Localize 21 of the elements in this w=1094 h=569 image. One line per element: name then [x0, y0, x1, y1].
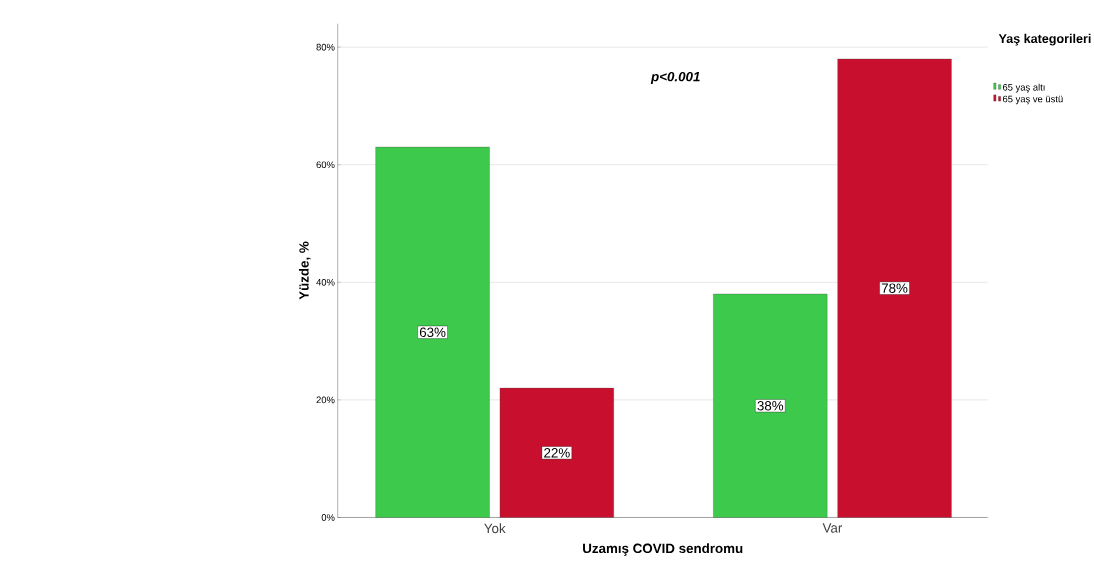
legend-label: 65 yaş altı: [1002, 83, 1045, 93]
legend-label: 65 yaş ve üstü: [1002, 95, 1063, 105]
y-tick-label: 0%: [321, 514, 335, 521]
y-tick-label: 20%: [316, 396, 335, 404]
y-axis-title: Yüzde, %: [298, 241, 311, 300]
bar: [713, 293, 828, 518]
data-label: 78%: [881, 283, 908, 293]
data-label: 38%: [757, 400, 784, 411]
bar: [375, 146, 490, 518]
x-tick-label: Yok: [484, 523, 506, 534]
bar: [499, 387, 614, 518]
data-label: 63%: [419, 327, 446, 337]
y-tick-label: 60%: [316, 161, 335, 168]
y-tick-label: 80%: [316, 43, 335, 51]
x-axis-title: Uzamış COVID sendromu: [583, 543, 743, 556]
annotation: p<0.001: [650, 71, 700, 84]
legend-title: Yaş kategorileri: [998, 33, 1091, 46]
y-tick-label: 40%: [316, 278, 335, 286]
x-tick-label: Var: [822, 523, 843, 533]
data-label: 22%: [544, 447, 570, 458]
bar: [837, 58, 952, 518]
